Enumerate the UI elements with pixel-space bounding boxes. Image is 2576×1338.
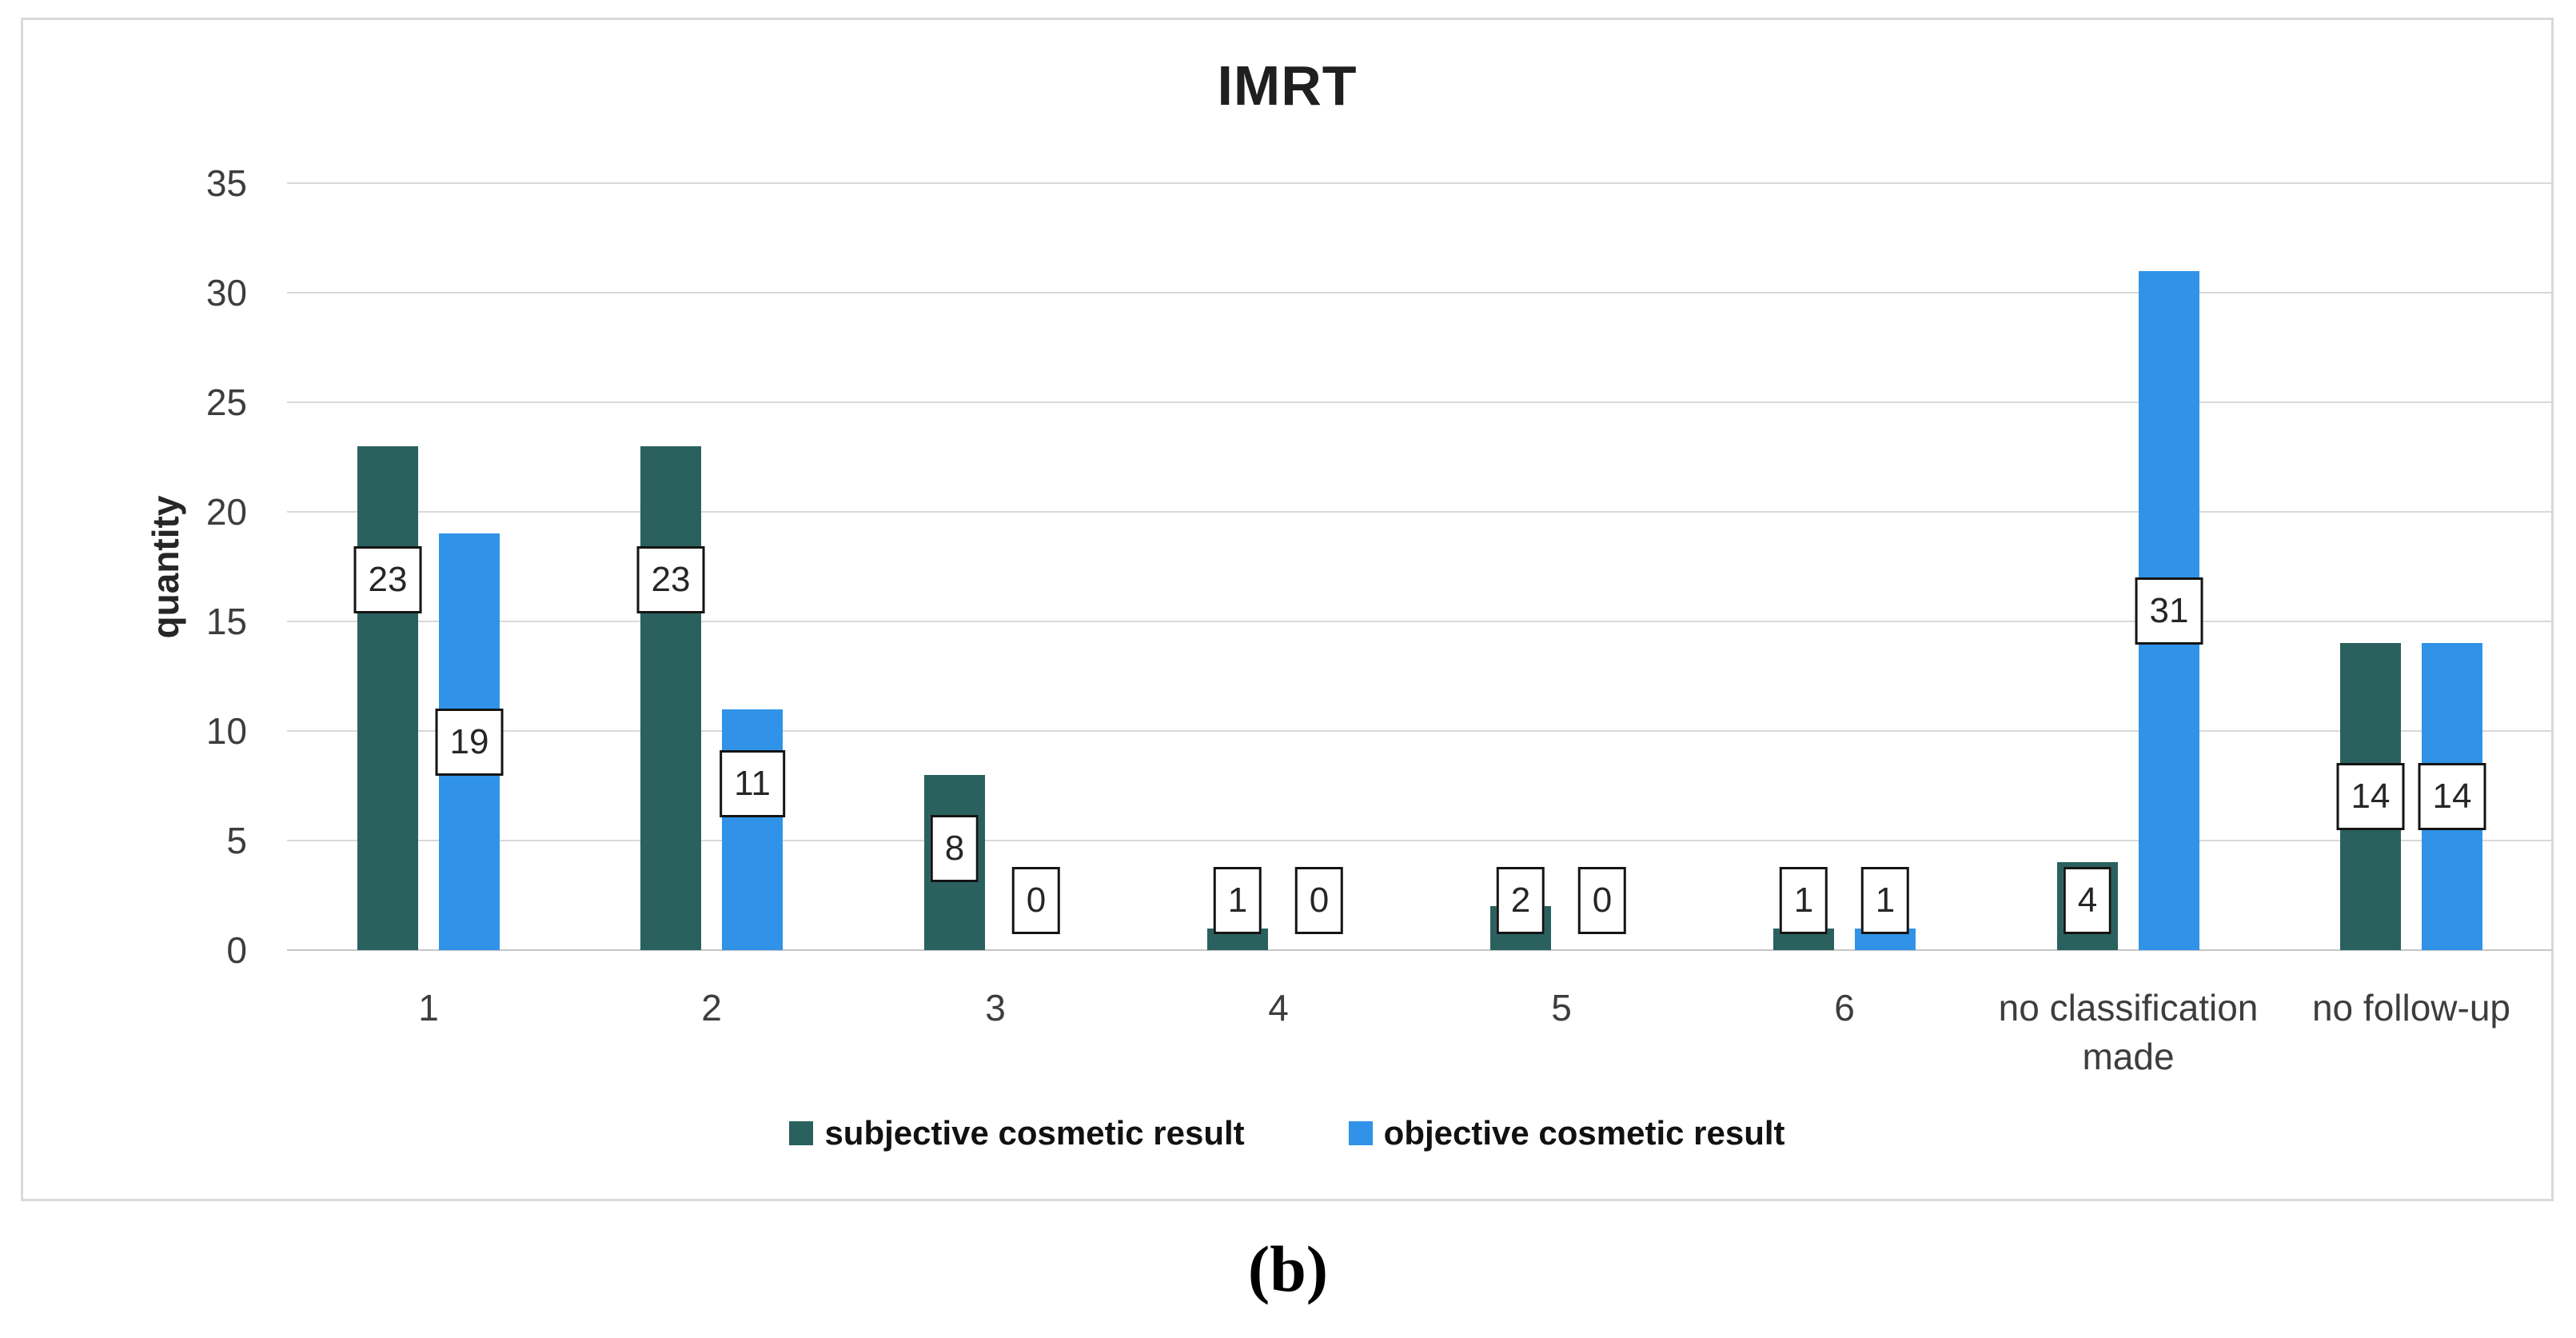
chart-panel: IMRT quantity 23 23 8 1 2 1 4 14 19 11 0 0 0 1 31 14 35… (21, 18, 2554, 1201)
data-label-subjective-cat8: 14 (2336, 763, 2405, 830)
data-label-objective-cat7: 31 (2135, 577, 2203, 645)
x-category-label-7: no classification made (1998, 987, 2259, 1077)
x-category-label-1: 1 (418, 987, 439, 1028)
gridline-5 (287, 840, 2553, 841)
gridline-25 (287, 401, 2553, 403)
data-label-subjective-cat3: 8 (930, 815, 979, 882)
gridline-35 (287, 182, 2553, 184)
legend-item-objective: objective cosmetic result (1348, 1114, 1785, 1152)
data-label-objective-cat8: 14 (2418, 763, 2486, 830)
y-tick-label-10: 10 (205, 710, 247, 752)
y-tick-label-20: 20 (205, 491, 247, 533)
y-tick-label-0: 0 (226, 929, 247, 971)
data-label-subjective-cat1: 23 (353, 546, 422, 613)
legend-item-subjective: subjective cosmetic result (789, 1114, 1245, 1152)
gridline-30 (287, 292, 2553, 294)
data-label-subjective-cat5: 2 (1496, 867, 1545, 934)
plot-area: 23 23 8 1 2 1 4 14 19 11 0 0 0 1 31 14 (287, 182, 2553, 951)
y-tick-label-25: 25 (205, 381, 247, 423)
data-label-objective-cat3: 0 (1011, 867, 1061, 934)
chart-title: IMRT (1217, 54, 1358, 117)
legend-swatch-icon (789, 1121, 814, 1145)
y-tick-label-35: 35 (205, 162, 247, 204)
x-category-label-2: 2 (701, 987, 722, 1028)
bar-subjective-cat1 (357, 446, 418, 950)
data-label-objective-cat2: 11 (720, 750, 785, 817)
bar-subjective-cat2 (640, 446, 701, 950)
legend-label: subjective cosmetic result (824, 1114, 1245, 1152)
legend-label: objective cosmetic result (1383, 1114, 1785, 1152)
gridline-20 (287, 511, 2553, 513)
data-label-objective-cat5: 0 (1577, 867, 1627, 934)
y-tick-label-5: 5 (226, 820, 247, 861)
bar-objective-cat2 (722, 709, 783, 950)
y-tick-label-15: 15 (205, 601, 247, 642)
gridline-15 (287, 621, 2553, 622)
figure-caption: (b) (1247, 1232, 1329, 1305)
y-tick-label-30: 30 (205, 272, 247, 314)
x-category-label-6: 6 (1834, 987, 1855, 1028)
data-label-objective-cat4: 0 (1294, 867, 1344, 934)
x-category-label-4: 4 (1268, 987, 1289, 1028)
x-category-label-5: 5 (1551, 987, 1572, 1028)
data-label-objective-cat1: 19 (435, 709, 504, 776)
data-label-subjective-cat4: 1 (1213, 867, 1262, 934)
legend-swatch-icon (1348, 1121, 1373, 1145)
data-label-subjective-cat2: 23 (636, 546, 705, 613)
x-category-label-3: 3 (985, 987, 1006, 1028)
x-category-label-8: no follow-up (2311, 987, 2511, 1028)
gridline-10 (287, 730, 2553, 732)
data-label-subjective-cat6: 1 (1779, 867, 1828, 934)
data-label-subjective-cat7: 4 (2063, 867, 2112, 934)
data-label-objective-cat6: 1 (1860, 867, 1910, 934)
legend: subjective cosmetic result objective cosm… (23, 1114, 2551, 1152)
x-axis-line (287, 949, 2553, 951)
